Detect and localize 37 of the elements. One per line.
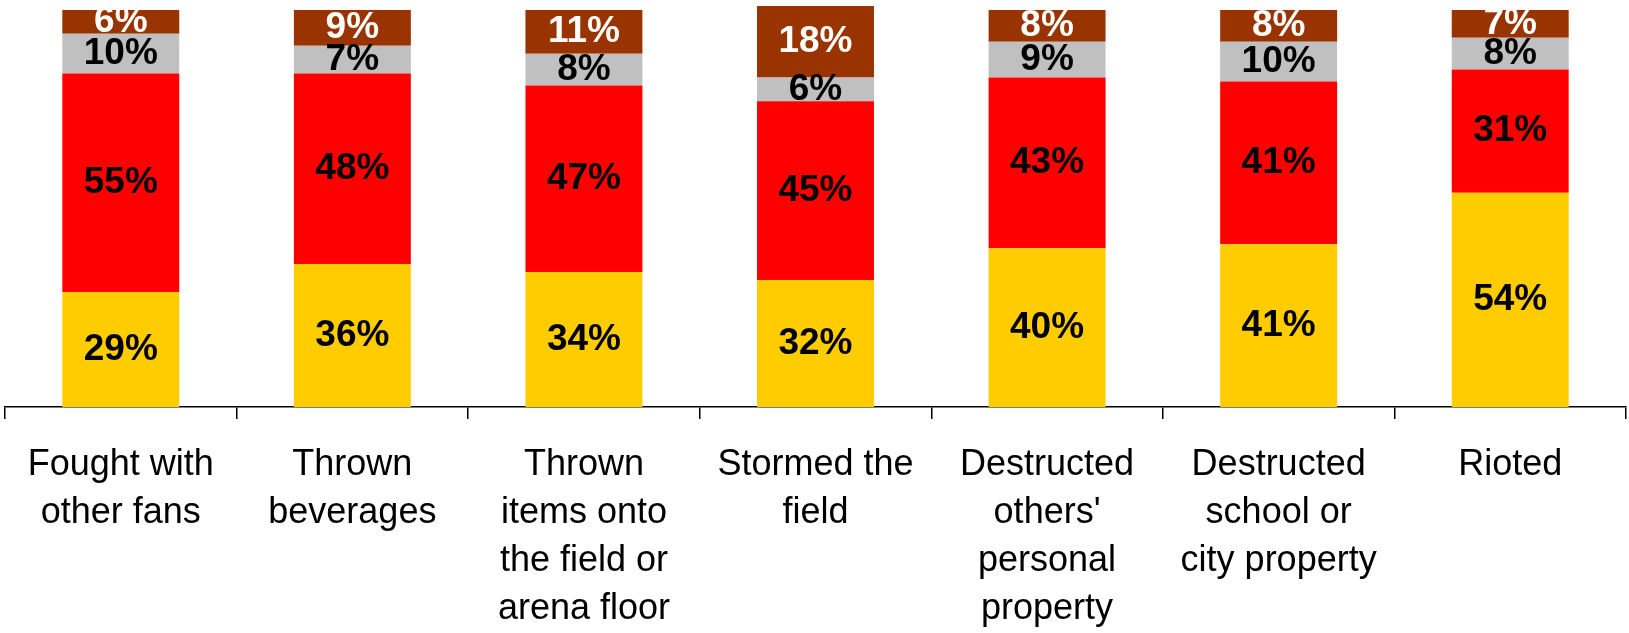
bar	[988, 77, 1106, 249]
bar	[1220, 81, 1338, 245]
bar	[1451, 192, 1569, 408]
x-tick-label: Rioted	[1458, 441, 1563, 483]
bar	[1220, 244, 1338, 408]
x-tick-label: Destructed others' personal property	[960, 441, 1135, 627]
x-tick-label: Destructed school or city property	[1180, 441, 1377, 579]
bar	[988, 248, 1106, 408]
bar	[62, 73, 180, 292]
data-label: 54%	[1473, 277, 1548, 319]
data-label: 18%	[778, 18, 853, 60]
data-label: 29%	[83, 326, 158, 368]
bar	[525, 272, 643, 408]
data-label: 55%	[83, 159, 158, 201]
bar	[293, 73, 411, 265]
bar	[293, 264, 411, 408]
data-label: 47%	[546, 155, 621, 197]
data-label: 45%	[778, 167, 853, 209]
data-label: 41%	[1241, 302, 1316, 344]
x-tick-label: Fought with other fans	[27, 441, 214, 531]
x-tick-label: Stormed the field	[717, 441, 914, 531]
data-label: 32%	[778, 320, 853, 362]
bar	[757, 279, 874, 408]
data-label: 34%	[546, 316, 621, 358]
data-label: 41%	[1241, 140, 1316, 182]
x-tick-label: Thrown beverages	[268, 441, 437, 531]
data-label: 40%	[1010, 304, 1085, 346]
data-label: 31%	[1473, 108, 1548, 150]
data-label: 6%	[788, 66, 843, 108]
data-label: 36%	[315, 312, 390, 354]
data-label: 48%	[315, 146, 390, 187]
bar	[525, 85, 643, 273]
bar	[1451, 69, 1569, 193]
data-label: 43%	[1010, 140, 1085, 182]
x-tick-label: Thrown items onto the field or arena floor	[497, 441, 670, 627]
bar	[757, 101, 874, 280]
bar	[62, 291, 180, 408]
